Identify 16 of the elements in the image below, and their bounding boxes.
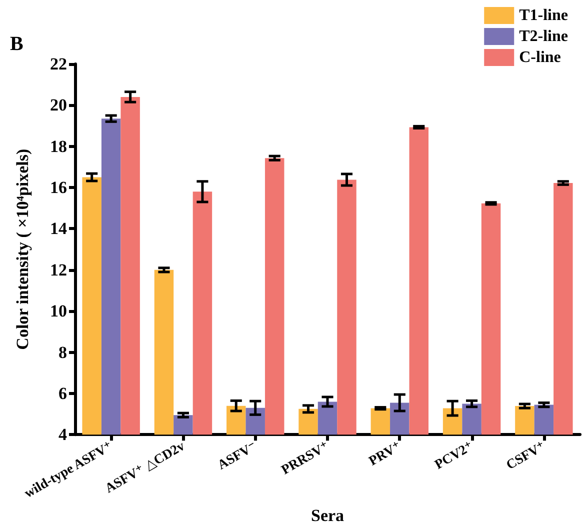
y-tick-label: 8: [58, 342, 67, 362]
legend-label: T1-line: [519, 7, 568, 24]
y-axis-title: Color intensity ( ×10⁴pixels): [13, 148, 32, 350]
y-tick-label: 14: [50, 219, 68, 238]
y-tick-label: 16: [50, 178, 67, 198]
y-tick-label: 18: [50, 136, 67, 156]
y-tick-label: 4: [58, 425, 68, 444]
y-tick-label: 20: [50, 96, 67, 115]
text: B: [10, 33, 24, 55]
y-tick-label: 10: [50, 302, 67, 321]
y-tick-label: 12: [50, 260, 67, 280]
legend-label: C-line: [519, 49, 561, 66]
y-tick-label: 6: [58, 384, 67, 403]
legend-label: T2-line: [519, 28, 568, 45]
y-tick-label: 22: [50, 54, 67, 74]
x-axis-title: Sera: [310, 506, 345, 525]
